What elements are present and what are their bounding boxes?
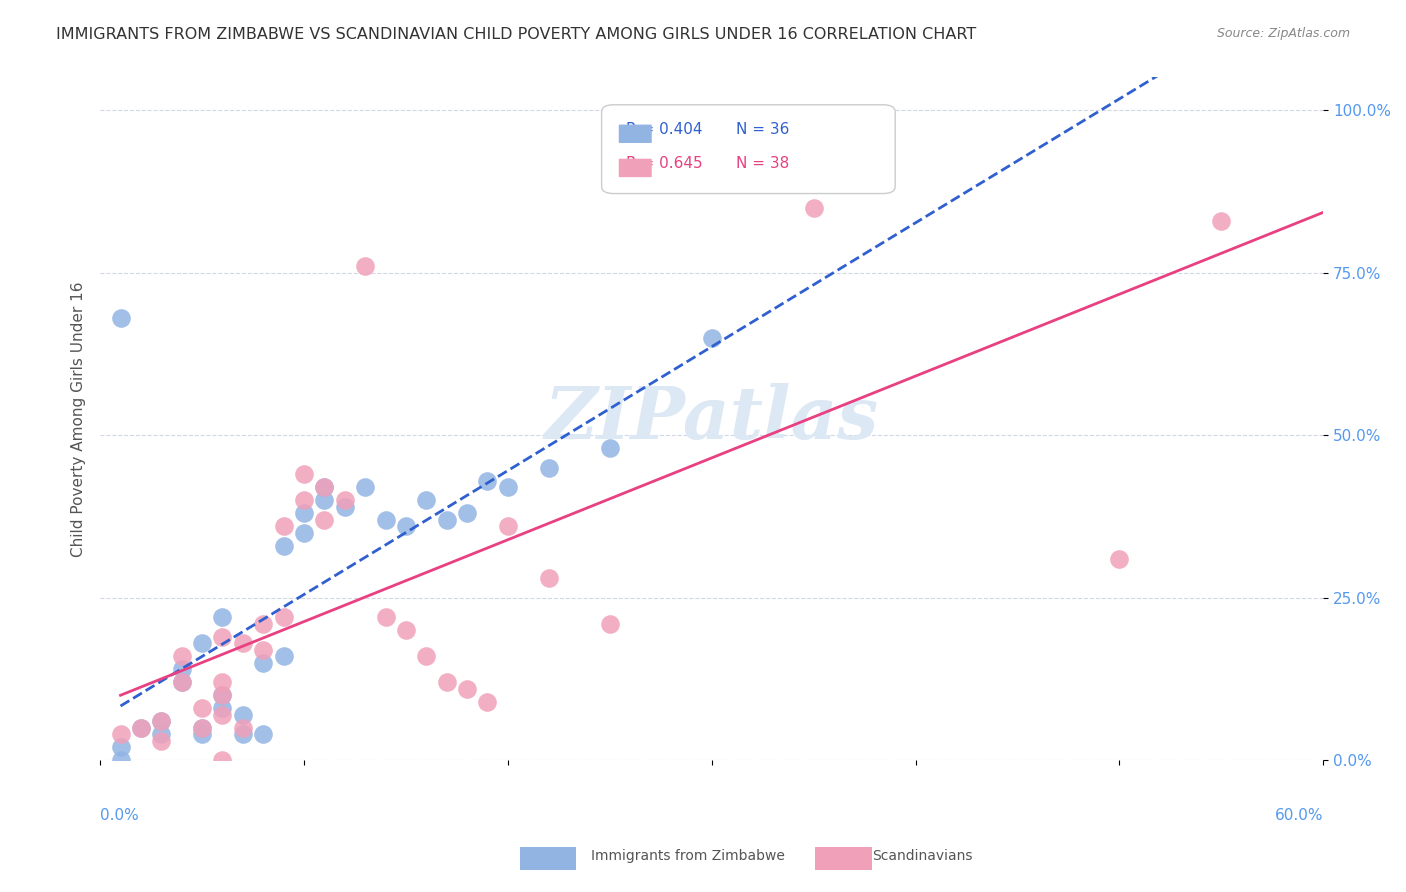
Point: [150, 714, 173, 729]
Point: [273, 610, 295, 624]
Point: [1211, 213, 1233, 227]
Point: [292, 525, 315, 540]
Point: [232, 727, 254, 741]
Point: [496, 480, 519, 494]
Point: [191, 721, 214, 735]
Point: [314, 513, 336, 527]
Point: [477, 474, 499, 488]
Point: [374, 610, 396, 624]
Text: 60.0%: 60.0%: [1275, 808, 1323, 823]
Point: [314, 480, 336, 494]
Point: [415, 649, 437, 664]
Point: [150, 727, 173, 741]
Point: [211, 689, 233, 703]
Point: [232, 707, 254, 722]
Point: [211, 675, 233, 690]
Point: [803, 201, 825, 215]
Point: [110, 727, 132, 741]
Point: [191, 721, 214, 735]
Point: [456, 506, 478, 520]
Point: [314, 493, 336, 508]
Point: [273, 539, 295, 553]
Text: ZIPatlas: ZIPatlas: [544, 384, 879, 454]
Point: [129, 721, 152, 735]
Point: [191, 636, 214, 650]
Text: R = 0.404: R = 0.404: [626, 122, 703, 136]
Point: [273, 649, 295, 664]
Point: [252, 643, 274, 657]
Point: [395, 624, 418, 638]
Point: [354, 259, 377, 273]
Point: [170, 649, 193, 664]
Point: [191, 727, 214, 741]
Point: [599, 441, 621, 455]
Point: [211, 753, 233, 767]
Point: [170, 675, 193, 690]
Text: R = 0.645: R = 0.645: [626, 156, 703, 171]
Point: [252, 727, 274, 741]
Point: [211, 701, 233, 715]
FancyBboxPatch shape: [602, 104, 896, 194]
Point: [314, 480, 336, 494]
Point: [477, 695, 499, 709]
Point: [110, 753, 132, 767]
Point: [211, 689, 233, 703]
Point: [292, 493, 315, 508]
Point: [333, 500, 356, 514]
Y-axis label: Child Poverty Among Girls Under 16: Child Poverty Among Girls Under 16: [72, 281, 86, 557]
Point: [292, 467, 315, 482]
Point: [252, 616, 274, 631]
Point: [211, 707, 233, 722]
Point: [354, 480, 377, 494]
Text: N = 38: N = 38: [737, 156, 789, 171]
Text: Scandinavians: Scandinavians: [872, 849, 972, 863]
Point: [252, 656, 274, 670]
Point: [211, 610, 233, 624]
FancyBboxPatch shape: [619, 125, 652, 143]
Point: [211, 630, 233, 644]
Point: [537, 460, 560, 475]
Text: 0.0%: 0.0%: [100, 808, 139, 823]
Point: [415, 493, 437, 508]
Point: [333, 493, 356, 508]
Point: [170, 662, 193, 676]
Point: [110, 311, 132, 326]
Text: IMMIGRANTS FROM ZIMBABWE VS SCANDINAVIAN CHILD POVERTY AMONG GIRLS UNDER 16 CORR: IMMIGRANTS FROM ZIMBABWE VS SCANDINAVIAN…: [56, 27, 977, 42]
Point: [537, 571, 560, 585]
Text: N = 36: N = 36: [737, 122, 790, 136]
Point: [191, 701, 214, 715]
Point: [110, 740, 132, 755]
Point: [456, 681, 478, 696]
Point: [436, 513, 458, 527]
Point: [496, 519, 519, 533]
Point: [129, 721, 152, 735]
Point: [700, 330, 723, 344]
Point: [374, 513, 396, 527]
Point: [232, 636, 254, 650]
Text: Source: ZipAtlas.com: Source: ZipAtlas.com: [1216, 27, 1350, 40]
Point: [170, 675, 193, 690]
Point: [150, 714, 173, 729]
Point: [292, 506, 315, 520]
Point: [273, 519, 295, 533]
Point: [395, 519, 418, 533]
Point: [232, 721, 254, 735]
Point: [599, 616, 621, 631]
Point: [150, 734, 173, 748]
Point: [700, 148, 723, 162]
Text: Immigrants from Zimbabwe: Immigrants from Zimbabwe: [591, 849, 785, 863]
FancyBboxPatch shape: [619, 159, 652, 178]
Point: [1108, 551, 1130, 566]
Point: [436, 675, 458, 690]
